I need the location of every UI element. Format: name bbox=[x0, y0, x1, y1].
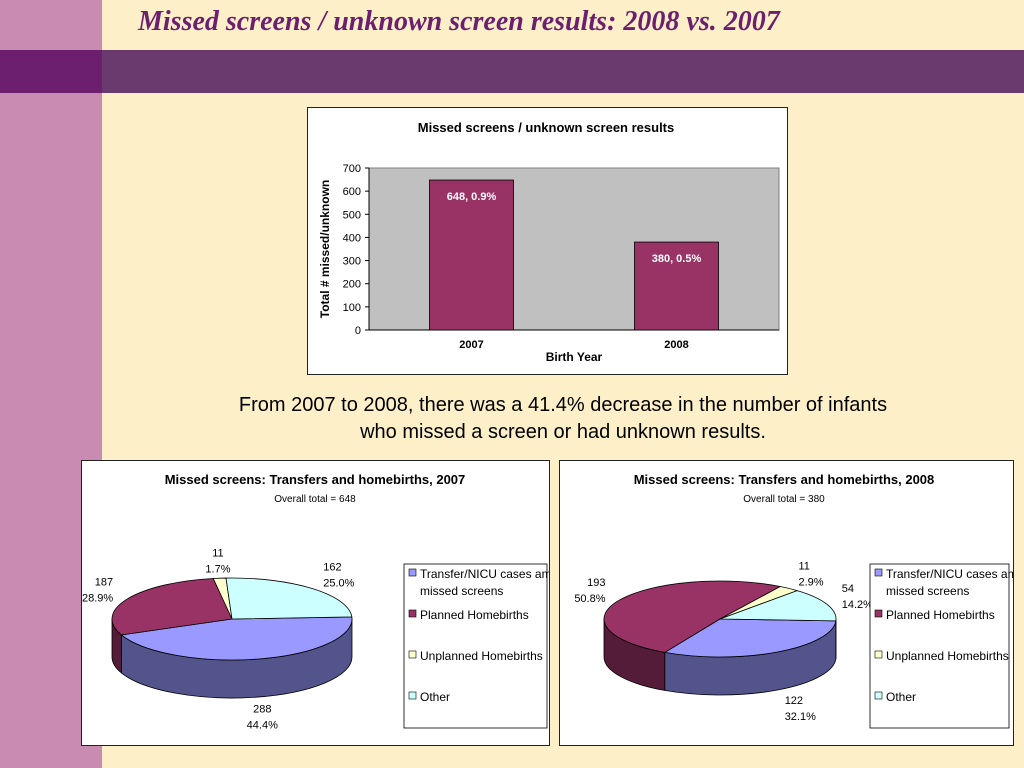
legend-swatch-0 bbox=[408, 568, 417, 577]
bar-data-label-2007: 648, 0.9% bbox=[447, 191, 497, 203]
pie-slice-3 bbox=[719, 590, 837, 622]
pie-percent-label-2: 1.7% bbox=[205, 563, 230, 575]
legend-swatch-2 bbox=[408, 650, 417, 659]
bar-2007 bbox=[429, 179, 514, 331]
bar-chart: Missed screens / unknown screen results 0… bbox=[318, 120, 780, 364]
pie-slice-3 bbox=[225, 577, 353, 620]
y-tick-label-3: 300 bbox=[343, 256, 361, 268]
pie-subtitle: Overall total = 648 bbox=[274, 494, 356, 505]
pie-slice-1 bbox=[111, 578, 233, 636]
caption-line-2: who missed a screen or had unknown resul… bbox=[360, 421, 766, 443]
y-tick-label-7: 700 bbox=[343, 163, 361, 175]
legend-label-0: Transfer/NICU cases amongmissed screens bbox=[886, 567, 1013, 598]
pie-value-label-3: 162 bbox=[323, 562, 341, 574]
pie-value-label-1: 193 bbox=[587, 577, 605, 589]
caption: From 2007 to 2008, there was a 41.4% dec… bbox=[102, 392, 1024, 446]
pie-value-label-0: 122 bbox=[785, 695, 803, 707]
legend-label-3: Other bbox=[886, 690, 916, 704]
header-band-left bbox=[0, 50, 102, 93]
legend-label-2: Unplanned Homebirths bbox=[420, 649, 543, 663]
legend-label-0: Transfer/NICU cases amongmissed screens bbox=[420, 567, 549, 598]
legend-swatch-0 bbox=[874, 568, 883, 577]
y-tick-label-4: 400 bbox=[343, 232, 361, 244]
y-tick-label-6: 600 bbox=[343, 186, 361, 198]
pie-slice-0 bbox=[120, 616, 353, 661]
pie-value-label-3: 54 bbox=[842, 583, 854, 595]
pie-percent-label-3: 14.2% bbox=[842, 599, 873, 611]
pie-chart-2008: Missed screens: Transfers and homebirths… bbox=[574, 472, 1024, 729]
pie-title: Missed screens: Transfers and homebirths… bbox=[165, 472, 466, 487]
y-tick-label-5: 500 bbox=[343, 209, 361, 221]
y-tick-label-0: 0 bbox=[355, 325, 361, 337]
bar-chart-panel: Missed screens / unknown screen results 0… bbox=[307, 107, 788, 375]
caption-line-1: From 2007 to 2008, there was a 41.4% dec… bbox=[238, 394, 888, 416]
pie-percent-label-2: 2.9% bbox=[799, 577, 824, 589]
pie-value-label-0: 288 bbox=[253, 704, 271, 716]
legend-swatch-3 bbox=[408, 691, 417, 700]
x-tick-label-2007: 2007 bbox=[459, 339, 483, 351]
pie-value-label-2: 11 bbox=[212, 547, 223, 559]
pie-percent-label-1: 28.9% bbox=[82, 592, 113, 604]
bar-2008 bbox=[634, 241, 719, 331]
pie-percent-label-3: 25.0% bbox=[323, 578, 354, 590]
x-axis-title: Birth Year bbox=[546, 350, 603, 364]
pie-chart-2007-panel: Missed screens: Transfers and homebirths… bbox=[81, 460, 572, 746]
pie-legend bbox=[869, 563, 1010, 729]
legend-label-1: Planned Homebirths bbox=[420, 608, 529, 622]
legend-swatch-3 bbox=[874, 691, 883, 700]
legend-swatch-2 bbox=[874, 650, 883, 659]
pie-percent-label-1: 50.8% bbox=[574, 593, 605, 605]
slide-title: Missed screens / unknown screen results:… bbox=[138, 6, 780, 37]
bar-data-label-2008: 380, 0.5% bbox=[652, 253, 702, 265]
bar-chart-title: Missed screens / unknown screen results bbox=[418, 120, 675, 135]
pie-percent-label-0: 44.4% bbox=[247, 720, 278, 732]
y-tick-label-1: 100 bbox=[343, 302, 361, 314]
pie-value-label-2: 11 bbox=[799, 561, 810, 573]
pie-percent-label-0: 32.1% bbox=[785, 711, 816, 723]
y-axis-title: Total # missed/unknown bbox=[318, 180, 332, 318]
header-band bbox=[102, 50, 1024, 93]
legend-swatch-1 bbox=[408, 609, 417, 618]
pie-subtitle: Overall total = 380 bbox=[743, 494, 825, 505]
pie-value-label-1: 187 bbox=[95, 576, 113, 588]
legend-label-1: Planned Homebirths bbox=[886, 608, 995, 622]
pie-slice-1 bbox=[603, 580, 782, 653]
legend-label-3: Other bbox=[420, 690, 450, 704]
legend-swatch-1 bbox=[874, 609, 883, 618]
pie-title: Missed screens: Transfers and homebirths… bbox=[634, 472, 935, 487]
pie-legend bbox=[403, 563, 548, 729]
pie-chart-2007: Missed screens: Transfers and homebirths… bbox=[82, 472, 572, 732]
pie-chart-2008-panel: Missed screens: Transfers and homebirths… bbox=[559, 460, 1024, 746]
x-tick-label-2008: 2008 bbox=[664, 339, 688, 351]
legend-label-2: Unplanned Homebirths bbox=[886, 649, 1009, 663]
y-tick-label-2: 200 bbox=[343, 279, 361, 291]
pie-slice-0 bbox=[663, 618, 837, 658]
